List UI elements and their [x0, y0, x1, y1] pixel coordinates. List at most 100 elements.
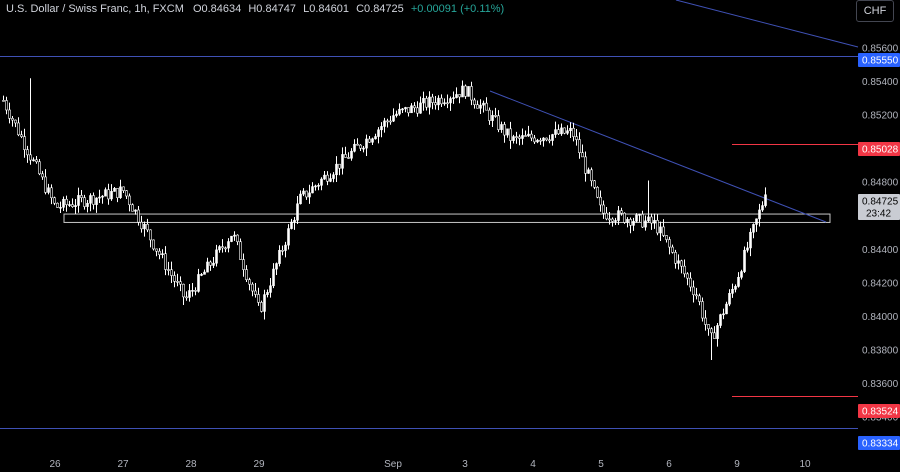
candle	[551, 133, 554, 146]
candle	[224, 246, 227, 253]
candle	[491, 110, 494, 128]
candle	[68, 200, 71, 207]
descending-trendline[interactable]	[489, 90, 827, 223]
open-value: O0.84634	[192, 3, 242, 15]
svg-text:0.85550: 0.85550	[862, 56, 899, 67]
candle	[164, 246, 167, 276]
candle	[290, 218, 293, 230]
candle	[419, 96, 422, 114]
candle	[539, 137, 542, 145]
candle	[500, 121, 503, 133]
candle	[194, 287, 197, 296]
candle	[632, 217, 635, 231]
high-value: H0.84747	[248, 3, 297, 15]
candle	[359, 144, 362, 151]
candle	[281, 245, 284, 256]
candle	[623, 212, 626, 224]
candle	[737, 272, 740, 288]
candle	[323, 171, 326, 180]
candle	[134, 209, 137, 215]
candle	[455, 87, 458, 99]
candle	[284, 241, 287, 258]
candle	[332, 172, 335, 183]
candle	[557, 124, 560, 136]
candle	[566, 125, 569, 135]
candle	[350, 148, 353, 161]
candle	[611, 217, 614, 227]
candle	[395, 110, 398, 118]
svg-text:0.83524: 0.83524	[862, 407, 899, 418]
candle	[449, 96, 452, 111]
candle	[527, 125, 530, 137]
candle	[188, 283, 191, 302]
candle	[422, 91, 425, 111]
y-tick-label: 0.84800	[862, 178, 899, 189]
candle	[41, 170, 44, 180]
candle	[668, 236, 671, 255]
candle	[131, 203, 134, 212]
candle	[20, 130, 23, 139]
candle	[263, 289, 266, 320]
y-tick-label: 0.85400	[862, 77, 899, 88]
candle	[671, 244, 674, 254]
candle	[287, 224, 290, 250]
candle	[44, 169, 47, 195]
candle	[200, 272, 203, 277]
candle	[410, 103, 413, 114]
candle	[104, 187, 107, 197]
candle	[119, 179, 122, 199]
candle	[179, 276, 182, 292]
candle	[617, 206, 620, 225]
candle	[722, 308, 725, 320]
candle	[344, 146, 347, 158]
candle	[380, 122, 383, 138]
candle	[629, 217, 632, 234]
currency-button[interactable]: CHF	[856, 0, 894, 22]
candle	[407, 107, 410, 117]
candle	[758, 203, 761, 227]
candle	[182, 283, 185, 306]
candle	[710, 327, 713, 360]
candle	[476, 100, 479, 109]
candle	[584, 151, 587, 182]
candle	[542, 137, 545, 147]
price-badge: 0.85550	[858, 53, 900, 67]
candle	[371, 137, 374, 146]
candle	[470, 81, 473, 106]
candle	[17, 117, 20, 137]
candle	[698, 293, 701, 306]
candle	[641, 210, 644, 229]
candle	[122, 186, 125, 193]
y-tick-label: 0.83800	[862, 345, 899, 356]
candle	[167, 261, 170, 276]
candle	[677, 254, 680, 270]
candle	[56, 202, 59, 208]
candle	[137, 205, 140, 226]
candle	[278, 245, 281, 267]
candle	[335, 156, 338, 183]
candle	[578, 132, 581, 159]
candle	[383, 117, 386, 133]
candle	[257, 287, 260, 306]
svg-text:0.84725: 0.84725	[862, 197, 899, 208]
x-tick-label: 3	[462, 459, 468, 470]
candle	[515, 131, 518, 144]
x-tick-label: 27	[117, 459, 129, 470]
candle	[215, 244, 218, 267]
candle	[506, 128, 509, 138]
x-tick-label: 28	[185, 459, 197, 470]
candle	[23, 128, 26, 158]
candle	[329, 173, 332, 183]
candle	[50, 184, 53, 205]
candle	[530, 130, 533, 142]
candle	[47, 183, 50, 195]
upper-trendline[interactable]	[675, 0, 859, 48]
candle	[494, 107, 497, 118]
candle	[614, 217, 617, 226]
candle	[302, 188, 305, 197]
candle	[212, 257, 215, 268]
candle	[230, 235, 233, 243]
y-tick-label: 0.83600	[862, 379, 899, 390]
candle	[53, 196, 56, 206]
